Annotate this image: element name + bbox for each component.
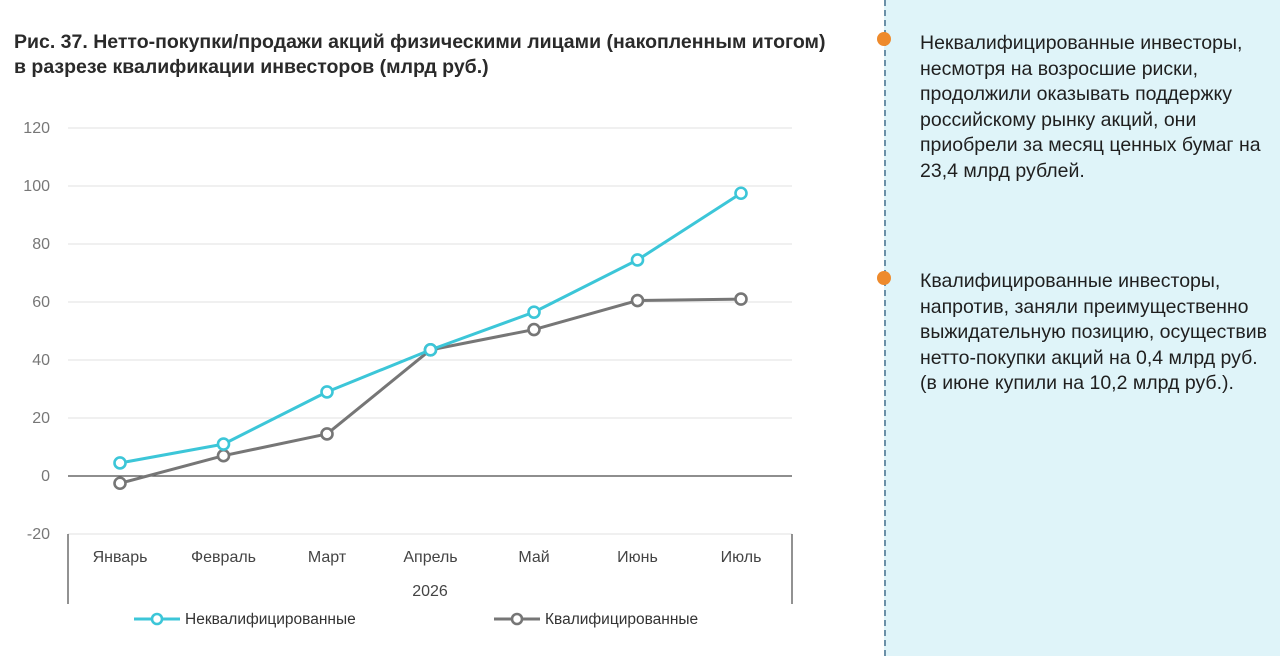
y-tick-label: 0 xyxy=(41,468,50,485)
y-tick-label: 40 xyxy=(32,352,50,369)
note-qualified: Квалифицированные инвесторы, напротив, з… xyxy=(920,270,1267,394)
note-unqualified: Неквалифицированные инвесторы, несмотря … xyxy=(920,32,1261,182)
data-point xyxy=(527,322,541,337)
commentary-panel xyxy=(884,0,1280,656)
y-tick-label: 120 xyxy=(23,120,50,137)
x-tick-label: Май xyxy=(518,549,549,566)
chart-title: Рис. 37. Нетто-покупки/продажи акций физ… xyxy=(14,31,826,78)
data-point xyxy=(527,305,541,319)
data-point xyxy=(216,448,231,463)
x-tick-label: Январь xyxy=(93,549,148,566)
data-point xyxy=(113,456,127,470)
data-point xyxy=(734,292,748,306)
legend-swatch-marker xyxy=(150,612,164,626)
series-line xyxy=(119,191,742,465)
line-chart: -20 0 20 40 60 80 100 120 Январь Февраль Март Апре… xyxy=(23,120,793,628)
data-point xyxy=(113,476,127,491)
y-tick-label: 20 xyxy=(32,410,50,427)
data-point xyxy=(630,253,645,267)
data-point xyxy=(320,427,334,441)
y-tick-labels: -20 0 20 40 60 80 100 120 xyxy=(23,120,50,543)
series-group xyxy=(113,186,748,491)
data-point xyxy=(216,437,231,451)
data-point xyxy=(630,293,645,308)
x-tick-label: Июнь xyxy=(617,549,658,566)
grid-lines xyxy=(68,127,792,535)
data-point xyxy=(423,343,438,357)
series-line xyxy=(119,297,742,485)
bullet-icon xyxy=(877,32,891,46)
bullet-icon xyxy=(877,271,891,285)
legend-label: Неквалифицированные xyxy=(185,611,356,628)
y-tick-label: 100 xyxy=(23,178,50,195)
data-point xyxy=(734,186,748,201)
data-point xyxy=(320,385,334,399)
y-tick-label: 80 xyxy=(32,236,50,253)
legend-label: Квалифицированные xyxy=(545,611,698,628)
x-group-label: 2026 xyxy=(412,583,448,600)
legend-swatch-marker xyxy=(510,612,524,626)
y-tick-label: -20 xyxy=(27,526,50,543)
x-tick-label: Март xyxy=(308,549,347,566)
legend: Неквалифицированные Квалифицированные xyxy=(134,611,698,628)
x-tick-label: Апрель xyxy=(403,549,457,566)
x-tick-label: Июль xyxy=(721,549,762,566)
x-tick-label: Февраль xyxy=(191,549,256,566)
y-tick-label: 60 xyxy=(32,294,50,311)
x-axis: Январь Февраль Март Апрель Май Июнь Июль 2026 xyxy=(67,475,793,604)
